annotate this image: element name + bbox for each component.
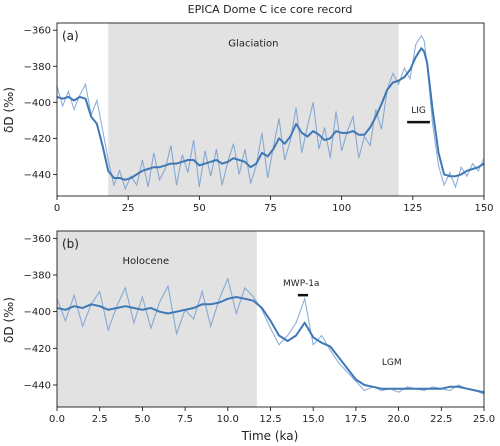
panel-a-xtick-label: 75 [264, 203, 277, 214]
panel-b-xtick-label: 22.5 [430, 414, 452, 425]
panel-b-holocene-label: Holocene [122, 256, 169, 267]
panel-a-ylabel: δD (‰) [2, 87, 16, 133]
panel-b-xtick-label: 15.0 [302, 414, 324, 425]
panel-a-smoothed-series-line [56, 47, 485, 181]
panel-a-ytick-label: −400 [24, 98, 51, 109]
panel-a-label: (a) [62, 29, 79, 43]
panel-b-xtick-label: 25.0 [473, 414, 495, 425]
panel-a-ytick-label: −420 [24, 134, 51, 145]
panel-b-ytick-label: −400 [24, 307, 51, 318]
panel-b-label: (b) [62, 237, 79, 251]
panel-b-xtick-label: 20.0 [387, 414, 409, 425]
panel-a-ytick-label: −440 [24, 170, 51, 181]
figure-title: EPICA Dome C ice core record [188, 3, 353, 16]
panel-a-glaciation-label: Glaciation [228, 38, 278, 49]
panel-b-ytick-label: −420 [24, 344, 51, 355]
panel-a-xtick-label: 150 [474, 203, 493, 214]
panel-b-lgm-label: LGM [382, 358, 402, 368]
panel-a: LIG Glaciation (a) 0 25 50 75 100 125 150 −360… [2, 22, 494, 214]
panel-b-xtick-label: 0.0 [49, 414, 65, 425]
panel-a-xtick-label: 100 [332, 203, 351, 214]
panel-b-xtick-label: 2.5 [92, 414, 108, 425]
panel-b-xtick-label: 5.0 [134, 414, 150, 425]
panel-b-xtick-label: 10.0 [217, 414, 239, 425]
panel-b-ytick-label: −380 [24, 271, 51, 282]
panel-a-xtick-label: 0 [54, 203, 60, 214]
panel-a-ytick-label: −380 [24, 62, 51, 73]
panel-b-xlabel: Time (ka) [241, 429, 299, 443]
panel-b: MWP-1a LGM Holocene (b) 0.0 2.5 5.0 7.5 10.0… [2, 230, 495, 443]
panel-a-ytick-label: −360 [24, 26, 51, 37]
panel-b-mwp1a-label: MWP-1a [283, 279, 319, 289]
panel-b-ytick-label: −440 [24, 381, 51, 392]
panel-b-xtick-label: 17.5 [345, 414, 367, 425]
panel-b-holocene-shading [57, 231, 257, 407]
panel-b-xtick-label: 12.5 [259, 414, 281, 425]
panel-b-ylabel: δD (‰) [2, 297, 16, 343]
panel-b-xtick-label: 7.5 [177, 414, 193, 425]
panel-b-smoothed-series-line [56, 296, 485, 394]
panel-a-xtick-label: 50 [193, 203, 206, 214]
panel-a-xtick-label: 25 [122, 203, 135, 214]
panel-a-lig-label: LIG [411, 106, 426, 116]
panel-b-ytick-label: −360 [24, 234, 51, 245]
panel-a-xtick-label: 125 [403, 203, 422, 214]
